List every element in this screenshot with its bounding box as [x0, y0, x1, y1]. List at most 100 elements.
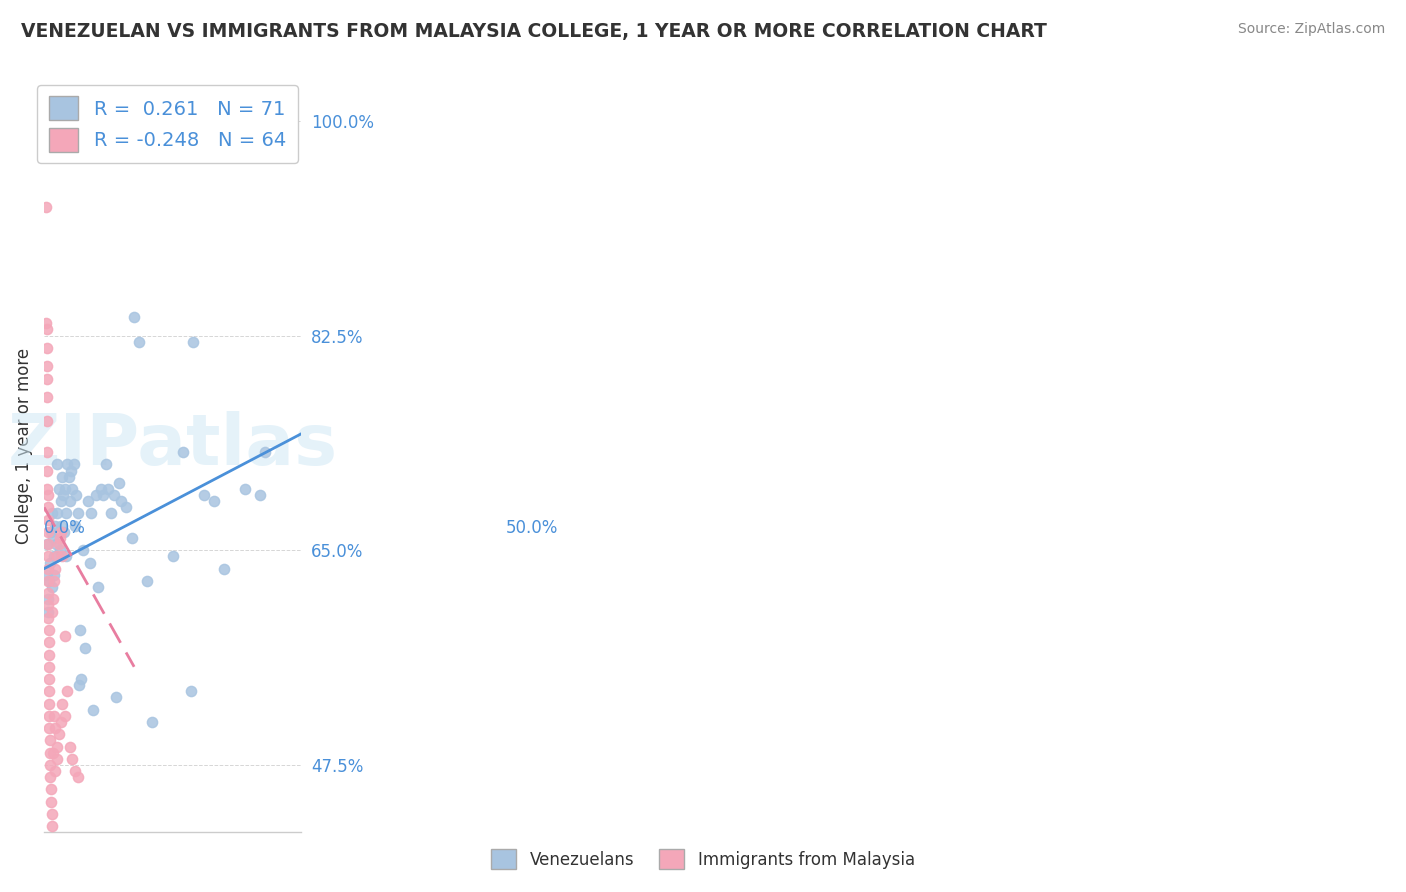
Point — [66, 770, 89, 784]
Point — [49, 518, 72, 533]
Point — [67, 678, 90, 692]
Text: ZIPatlas: ZIPatlas — [7, 411, 337, 481]
Point — [60, 752, 83, 766]
Point — [65, 488, 87, 502]
Point — [49, 524, 72, 539]
Point — [46, 752, 69, 766]
Point — [51, 469, 73, 483]
Point — [38, 697, 60, 711]
Point — [42, 531, 65, 545]
Point — [180, 684, 202, 698]
Point — [44, 709, 66, 723]
Point — [37, 414, 59, 428]
Point — [38, 648, 60, 662]
Point — [48, 543, 70, 558]
Point — [39, 770, 62, 784]
Point — [59, 494, 82, 508]
Point — [84, 488, 107, 502]
Point — [94, 458, 117, 472]
Point — [181, 334, 204, 349]
Point — [162, 549, 184, 564]
Point — [44, 764, 66, 778]
Point — [70, 672, 93, 686]
Point — [37, 605, 59, 619]
Text: VENEZUELAN VS IMMIGRANTS FROM MALAYSIA COLLEGE, 1 YEAR OR MORE CORRELATION CHART: VENEZUELAN VS IMMIGRANTS FROM MALAYSIA C… — [21, 22, 1047, 41]
Point — [38, 635, 60, 649]
Point — [37, 482, 59, 496]
Point — [35, 316, 58, 330]
Point — [41, 819, 63, 833]
Point — [41, 507, 63, 521]
Point — [121, 531, 143, 545]
Point — [35, 359, 58, 374]
Point — [52, 488, 75, 502]
Point — [136, 574, 159, 588]
Point — [63, 764, 86, 778]
Point — [115, 500, 138, 515]
Point — [69, 623, 91, 637]
Point — [46, 507, 69, 521]
Point — [44, 549, 66, 564]
Point — [37, 464, 59, 478]
Point — [80, 507, 103, 521]
Point — [51, 549, 73, 564]
Point — [63, 518, 86, 533]
Point — [41, 605, 63, 619]
Point — [103, 488, 125, 502]
Point — [39, 524, 62, 539]
Point — [90, 482, 112, 496]
Point — [52, 524, 75, 539]
Point — [37, 592, 59, 607]
Text: Source: ZipAtlas.com: Source: ZipAtlas.com — [1237, 22, 1385, 37]
Point — [212, 562, 235, 576]
Point — [56, 458, 79, 472]
Text: 0.0%: 0.0% — [44, 519, 86, 537]
Point — [193, 488, 215, 502]
Point — [48, 727, 70, 741]
Point — [37, 445, 59, 459]
Point — [63, 458, 86, 472]
Point — [202, 494, 225, 508]
Point — [39, 782, 62, 797]
Point — [38, 733, 60, 747]
Point — [59, 464, 82, 478]
Point — [128, 334, 150, 349]
Point — [38, 709, 60, 723]
Point — [254, 445, 277, 459]
Point — [38, 672, 60, 686]
Point — [100, 507, 122, 521]
Point — [53, 629, 76, 643]
Point — [55, 507, 77, 521]
Point — [48, 531, 70, 545]
Point — [37, 513, 59, 527]
Point — [82, 703, 104, 717]
Point — [35, 567, 58, 582]
Point — [37, 599, 59, 613]
Point — [79, 556, 101, 570]
Point — [49, 714, 72, 729]
Point — [122, 310, 145, 325]
Point — [48, 482, 70, 496]
Text: 50.0%: 50.0% — [506, 519, 558, 537]
Legend: R =  0.261   N = 71, R = -0.248   N = 64: R = 0.261 N = 71, R = -0.248 N = 64 — [38, 85, 298, 163]
Point — [53, 709, 76, 723]
Point — [44, 562, 66, 576]
Point — [42, 746, 65, 760]
Point — [37, 562, 59, 576]
Point — [51, 697, 73, 711]
Point — [38, 746, 60, 760]
Point — [72, 543, 94, 558]
Point — [37, 537, 59, 551]
Point — [37, 586, 59, 600]
Point — [37, 500, 59, 515]
Point — [38, 574, 60, 588]
Point — [91, 488, 114, 502]
Point — [87, 580, 110, 594]
Point — [49, 494, 72, 508]
Point — [39, 758, 62, 772]
Y-axis label: College, 1 year or more: College, 1 year or more — [15, 348, 32, 544]
Point — [35, 371, 58, 385]
Point — [41, 807, 63, 822]
Legend: Venezuelans, Immigrants from Malaysia: Venezuelans, Immigrants from Malaysia — [481, 838, 925, 880]
Point — [44, 574, 66, 588]
